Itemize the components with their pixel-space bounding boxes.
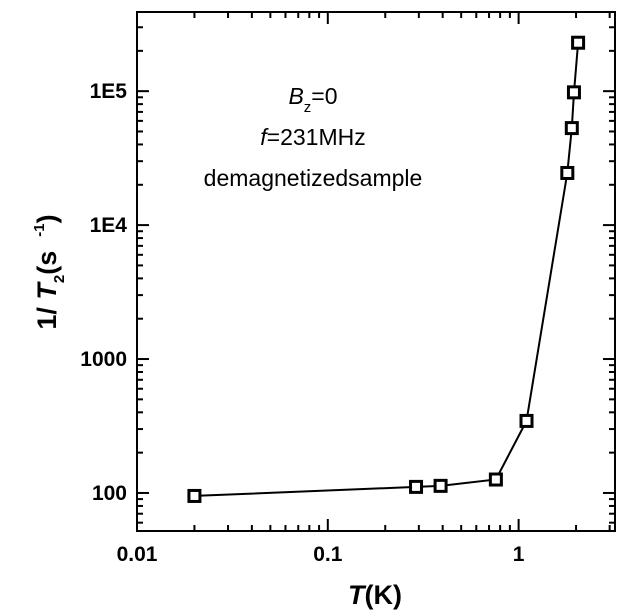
data-point — [433, 478, 448, 493]
y-axis-title: 1/ T2(s-1) — [31, 214, 68, 329]
data-point — [560, 165, 575, 180]
x-tick-label: 0.1 — [313, 543, 343, 566]
y-tick-label: 1E4 — [90, 214, 128, 237]
annotation-line-1: Bz=0 — [288, 83, 337, 116]
x-tick-label: 1 — [513, 543, 525, 566]
data-point — [564, 121, 579, 136]
x-axis-title: T(K) — [348, 580, 402, 610]
plot-frame — [136, 11, 616, 532]
y-tick-label: 100 — [92, 482, 127, 505]
data-point — [409, 479, 424, 494]
y-tick-label: 1000 — [80, 348, 127, 371]
x-tick-label: 0.01 — [117, 543, 158, 566]
tick-labels: 0.01 0.1 1 100 1000 1E4 1E5 — [80, 80, 524, 566]
data-markers — [187, 35, 586, 503]
data-point — [488, 472, 503, 487]
annotation-line-2: f=231MHz — [260, 124, 365, 150]
y-tick-label: 1E5 — [90, 80, 128, 103]
data-point — [566, 85, 581, 100]
data-point — [519, 413, 534, 428]
data-point — [187, 488, 202, 503]
data-point — [571, 35, 586, 50]
annotation-line-3: demagnetizedsample — [204, 165, 423, 191]
axis-ticks — [136, 12, 615, 531]
